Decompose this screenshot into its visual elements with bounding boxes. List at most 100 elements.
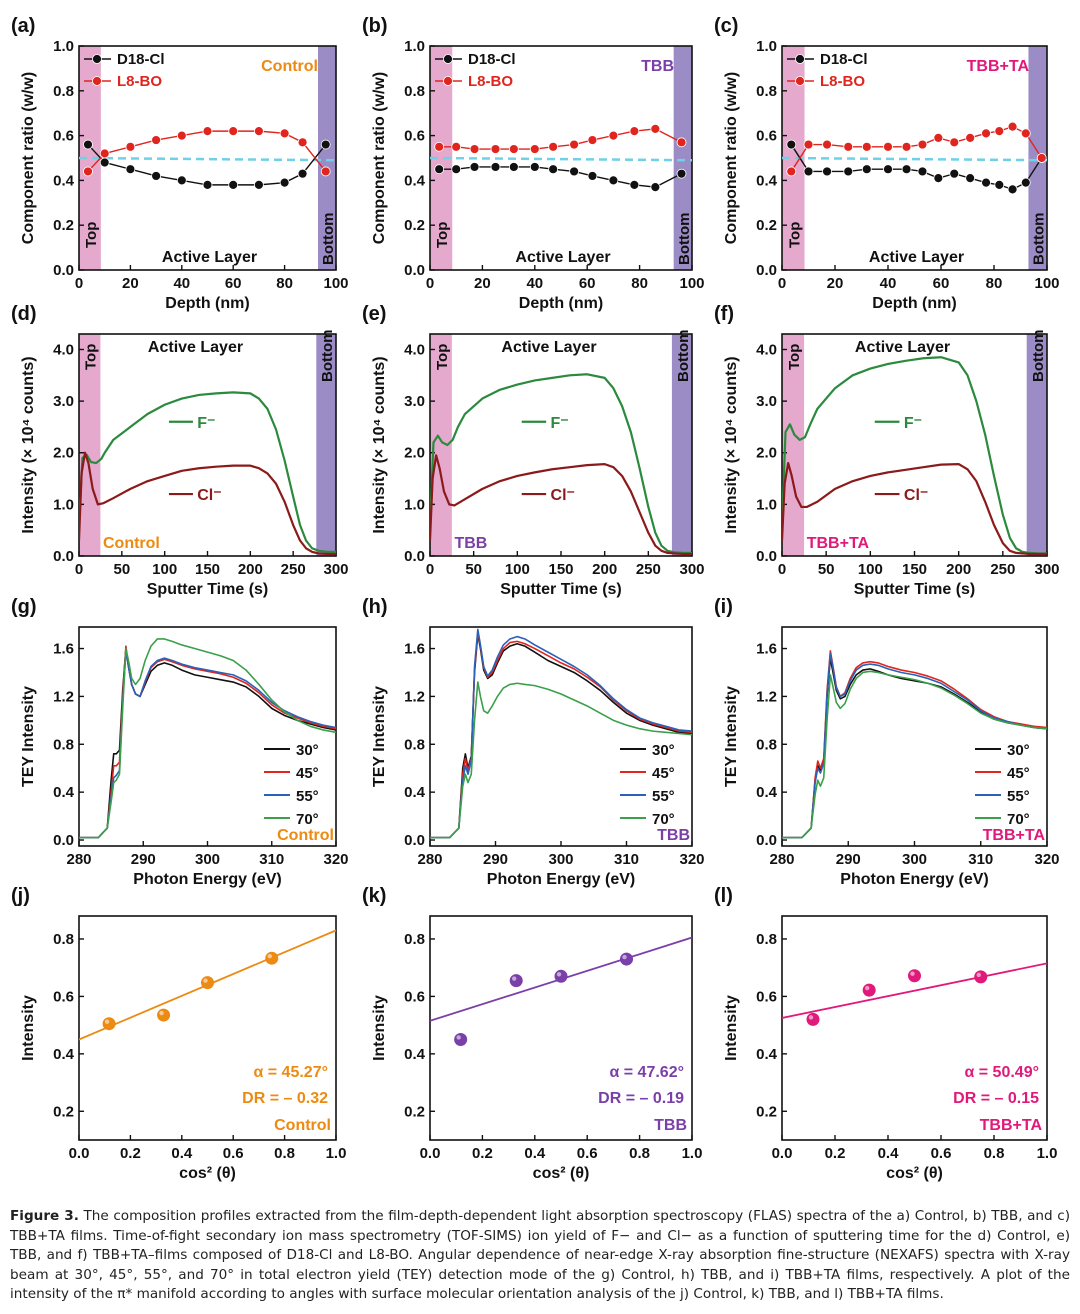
x-tick-label: 0.2 <box>120 1145 141 1162</box>
y-axis-label: TEY Intensity <box>723 686 740 787</box>
active-layer-label: Active Layer <box>869 249 964 266</box>
y-tick-label: 0.2 <box>53 1103 74 1120</box>
top-band <box>430 334 452 556</box>
fit-line <box>782 962 1047 1019</box>
reference-line <box>79 156 336 162</box>
x-tick-label: 300 <box>679 561 704 578</box>
series-line-d18cl <box>790 144 1043 191</box>
data-point <box>1036 153 1047 163</box>
legend-label: L8-BO <box>468 73 513 90</box>
data-point <box>676 168 687 179</box>
top-band <box>79 46 101 270</box>
plot-area <box>782 356 1047 556</box>
data-point <box>908 969 921 983</box>
data-point <box>529 162 540 172</box>
x-tick-label: 320 <box>1034 851 1059 868</box>
y-tick-label: 0.0 <box>756 262 777 279</box>
y-tick-label: 0.0 <box>53 548 74 565</box>
bottom-label: Bottom <box>1030 330 1047 383</box>
panel-label: (h) <box>362 596 388 618</box>
panel-label: (l) <box>714 885 733 907</box>
sample-label: TBB <box>454 535 487 552</box>
y-tick-label: 1.2 <box>404 688 425 705</box>
chart-a: Top Bottom Active Layer 0 20 40 60 80 100 0.0 0.2 0… <box>11 15 349 312</box>
data-point <box>933 173 944 184</box>
reference-line <box>782 156 1047 162</box>
x-tick-label: 0.0 <box>69 1145 90 1162</box>
series-line-chlorine <box>430 454 692 556</box>
data-point <box>974 970 988 984</box>
chart-b: Top Bottom Active Layer 0 20 40 60 80 100 0.0 0.2 0… <box>362 15 705 312</box>
x-tick-label: 100 <box>505 561 530 578</box>
plot-area <box>79 126 336 190</box>
plot-area <box>430 936 692 1046</box>
plot-area <box>782 962 1047 1026</box>
data-point <box>901 141 912 152</box>
x-tick-label: 40 <box>880 275 897 292</box>
y-tick-label: 0.0 <box>404 832 425 849</box>
data-point-highlight <box>267 954 272 959</box>
data-point-highlight <box>864 985 870 991</box>
x-tick-label: 310 <box>968 851 993 868</box>
data-point <box>1007 184 1018 195</box>
data-point <box>949 137 960 148</box>
data-point <box>228 126 239 137</box>
data-point-highlight <box>159 1010 164 1016</box>
x-axis-label: Sputter Time (s) <box>854 581 976 598</box>
bottom-band <box>673 46 692 270</box>
dichroic-ratio-label: DR = – 0.19 <box>598 1090 684 1107</box>
plot-area <box>430 628 692 839</box>
y-tick-label: 0.4 <box>53 172 75 189</box>
data-point <box>265 951 279 965</box>
data-point <box>843 141 854 152</box>
plot-frame <box>78 333 337 557</box>
y-tick-label: 0.6 <box>756 128 777 145</box>
x-tick-label: 80 <box>276 275 293 292</box>
y-tick-label: 1.2 <box>756 688 777 705</box>
bottom-label: Bottom <box>1031 213 1048 266</box>
data-point <box>1020 128 1031 139</box>
data-point <box>554 969 568 983</box>
y-tick-label: 0.2 <box>756 1103 777 1120</box>
x-tick-label: 100 <box>152 561 177 578</box>
legend-label: 45° <box>296 765 319 782</box>
top-band <box>79 334 101 556</box>
x-tick-label: 40 <box>526 275 543 292</box>
series-line-angle <box>79 645 336 839</box>
x-tick-label: 310 <box>614 851 639 868</box>
active-layer-label: Active Layer <box>162 249 257 266</box>
series-line-l8bo <box>87 130 327 172</box>
y-tick-label: 3.0 <box>404 393 425 410</box>
legend-label: 45° <box>652 765 675 782</box>
y-tick-label: 3.0 <box>756 393 777 410</box>
x-tick-label: 80 <box>631 275 648 292</box>
y-tick-label: 0.8 <box>53 736 74 753</box>
data-point <box>1007 121 1018 132</box>
data-point-highlight <box>808 1015 814 1020</box>
y-tick-label: 1.0 <box>756 496 777 513</box>
y-axis-label: Component ratio (w/w) <box>20 72 37 244</box>
x-tick-label: 40 <box>173 275 190 292</box>
x-tick-label: 50 <box>465 561 482 578</box>
y-tick-label: 0.8 <box>53 83 74 100</box>
x-tick-label: 100 <box>1034 275 1059 292</box>
data-point <box>202 179 213 190</box>
x-tick-label: 300 <box>902 851 927 868</box>
x-tick-label: 100 <box>679 275 704 292</box>
data-point <box>650 123 661 134</box>
data-point-highlight <box>976 972 981 978</box>
x-tick-label: 0 <box>426 561 434 578</box>
series-line-fluorine <box>79 391 336 553</box>
reference-line <box>430 156 692 162</box>
legend-label: 70° <box>296 811 319 828</box>
legend-label: 30° <box>652 742 675 759</box>
x-axis-label: cos² (θ) <box>179 1165 236 1182</box>
y-tick-label: 0.8 <box>756 931 777 948</box>
x-tick-label: 0.2 <box>825 1145 846 1162</box>
y-tick-label: 2.0 <box>404 445 425 462</box>
y-tick-label: 0.2 <box>404 1103 425 1120</box>
y-tick-label: 0.4 <box>53 784 75 801</box>
data-point <box>608 175 619 186</box>
data-point <box>508 144 519 154</box>
